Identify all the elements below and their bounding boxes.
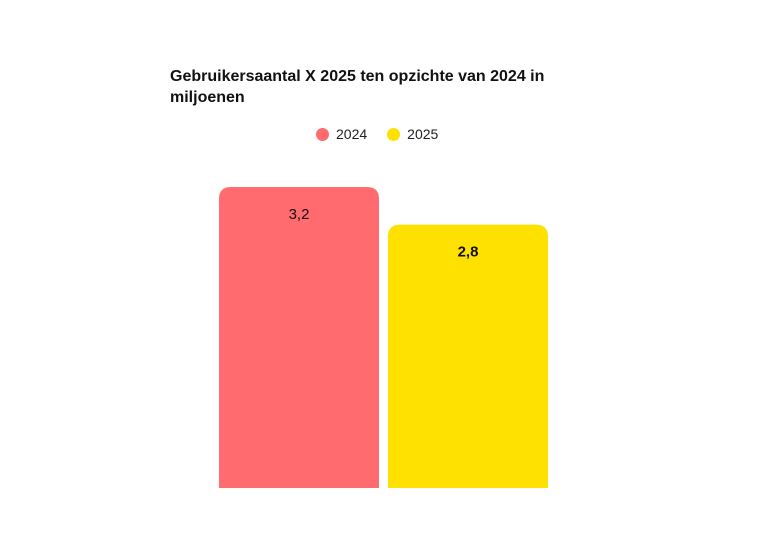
legend-item-2025: 2025 [387, 126, 438, 142]
legend-label-2025: 2025 [407, 126, 439, 142]
legend-label-2024: 2024 [336, 126, 368, 142]
data-label-2025: 2,8 [458, 244, 479, 261]
legend: 2024 2025 [316, 126, 438, 142]
bar-2025 [388, 224, 548, 488]
bar-2024 [219, 187, 379, 488]
legend-swatch-2024 [316, 127, 329, 141]
data-label-2024: 3,2 [289, 206, 310, 223]
legend-item-2024: 2024 [316, 126, 367, 142]
chart-title: Gebruikersaantal X 2025 ten opzichte van… [170, 68, 545, 106]
legend-swatch-2025 [387, 127, 401, 141]
